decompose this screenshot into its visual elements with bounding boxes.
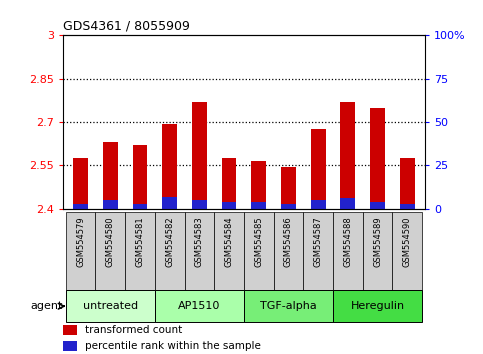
Text: GDS4361 / 8055909: GDS4361 / 8055909 bbox=[63, 20, 190, 33]
Bar bbox=[251, 161, 266, 209]
Text: Heregulin: Heregulin bbox=[351, 301, 405, 311]
Bar bbox=[251, 202, 266, 209]
Bar bbox=[132, 204, 147, 209]
Bar bbox=[244, 290, 333, 322]
Bar bbox=[192, 200, 207, 209]
Bar bbox=[281, 167, 296, 209]
Bar bbox=[311, 200, 326, 209]
Text: untreated: untreated bbox=[83, 301, 138, 311]
Bar bbox=[400, 158, 414, 209]
Text: GSM554589: GSM554589 bbox=[373, 216, 382, 267]
Bar bbox=[162, 124, 177, 209]
Bar bbox=[244, 212, 273, 290]
Bar bbox=[63, 325, 77, 335]
Text: GSM554590: GSM554590 bbox=[403, 216, 412, 267]
Bar bbox=[96, 212, 125, 290]
Bar bbox=[155, 212, 185, 290]
Bar bbox=[103, 200, 118, 209]
Text: transformed count: transformed count bbox=[85, 325, 182, 335]
Bar bbox=[73, 158, 88, 209]
Bar bbox=[155, 290, 244, 322]
Text: TGF-alpha: TGF-alpha bbox=[260, 301, 317, 311]
Bar bbox=[125, 212, 155, 290]
Bar bbox=[400, 204, 414, 209]
Bar bbox=[103, 142, 118, 209]
Text: GSM554588: GSM554588 bbox=[343, 216, 352, 267]
Text: GSM554587: GSM554587 bbox=[313, 216, 323, 267]
Bar bbox=[162, 197, 177, 209]
Text: GSM554586: GSM554586 bbox=[284, 216, 293, 267]
Bar bbox=[281, 204, 296, 209]
Bar bbox=[132, 145, 147, 209]
Bar bbox=[311, 129, 326, 209]
Bar bbox=[341, 102, 355, 209]
Bar bbox=[370, 108, 385, 209]
Bar bbox=[341, 199, 355, 209]
Bar bbox=[66, 290, 155, 322]
Text: GSM554580: GSM554580 bbox=[106, 216, 115, 267]
Bar bbox=[222, 202, 237, 209]
Bar bbox=[273, 212, 303, 290]
Text: AP1510: AP1510 bbox=[178, 301, 221, 311]
Text: GSM554584: GSM554584 bbox=[225, 216, 234, 267]
Bar bbox=[192, 102, 207, 209]
Bar bbox=[392, 212, 422, 290]
Text: GSM554582: GSM554582 bbox=[165, 216, 174, 267]
Text: GSM554583: GSM554583 bbox=[195, 216, 204, 267]
Text: GSM554581: GSM554581 bbox=[136, 216, 144, 267]
Bar bbox=[66, 212, 96, 290]
Text: percentile rank within the sample: percentile rank within the sample bbox=[85, 341, 260, 351]
Bar bbox=[73, 204, 88, 209]
Bar bbox=[185, 212, 214, 290]
Text: GSM554585: GSM554585 bbox=[254, 216, 263, 267]
Bar bbox=[222, 158, 237, 209]
Bar bbox=[363, 212, 392, 290]
Bar bbox=[370, 202, 385, 209]
Text: GSM554579: GSM554579 bbox=[76, 216, 85, 267]
Bar bbox=[333, 212, 363, 290]
Text: agent: agent bbox=[30, 301, 63, 311]
Bar bbox=[333, 290, 422, 322]
Bar bbox=[214, 212, 244, 290]
Bar bbox=[63, 341, 77, 351]
Bar bbox=[303, 212, 333, 290]
